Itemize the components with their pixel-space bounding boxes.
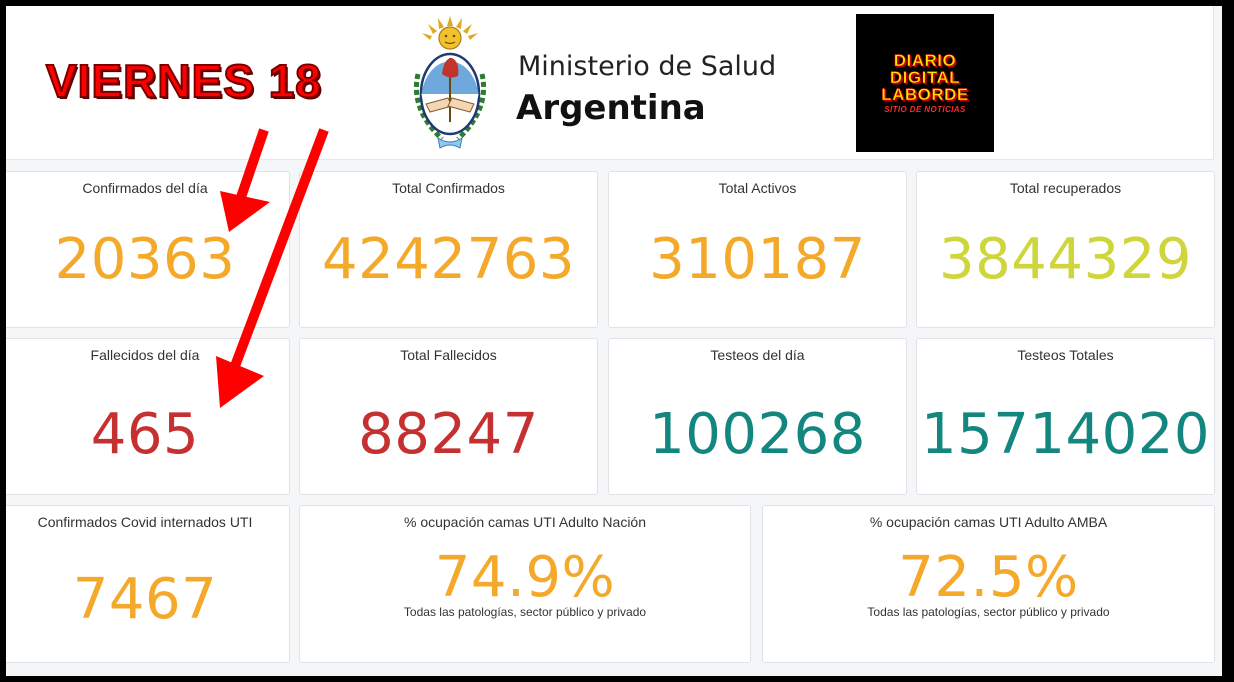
escudo-nacional-icon [413, 16, 487, 149]
card-label: Total Activos [718, 180, 797, 196]
card-value: 74.9% [434, 545, 616, 610]
card-value: 88247 [358, 402, 539, 467]
card-value: 310187 [649, 227, 866, 292]
card-value: 4242763 [322, 227, 575, 292]
card-label: Testeos Totales [1017, 347, 1114, 363]
dashboard-frame: VIERNES 18 [6, 6, 1228, 676]
annotation-viernes-text: VIERNES 18 [45, 54, 322, 108]
card-confirmados-dia: Confirmados del día 20363 [6, 171, 290, 328]
ministry-country: Argentina [516, 88, 706, 128]
card-label: Total recuperados [1009, 180, 1122, 196]
card-value: 15714020 [920, 402, 1211, 467]
card-value: 20363 [54, 227, 236, 292]
card-fallecidos-dia: Fallecidos del día 465 [6, 338, 290, 495]
logo-line-1: DIARIO [893, 51, 957, 70]
card-internados-uti: Confirmados Covid internados UTI 7467 [6, 505, 290, 663]
logo-line-2: DIGITAL [889, 68, 961, 87]
card-label: Fallecidos del día [90, 347, 200, 363]
card-label: % ocupación camas UTI Adulto Nación [403, 514, 646, 530]
card-testeos-dia: Testeos del día 100268 [608, 338, 907, 495]
card-value: 7467 [72, 567, 218, 632]
card-value: 72.5% [898, 545, 1079, 610]
card-label: Total Fallecidos [400, 347, 497, 363]
card-note: Todas las patologías, sector público y p… [867, 605, 1110, 619]
card-label: % ocupación camas UTI Adulto AMBA [869, 514, 1108, 530]
card-value: 100268 [649, 402, 866, 467]
card-total-confirmados: Total Confirmados 4242763 [299, 171, 598, 328]
card-total-recuperados: Total recuperados 3844329 [916, 171, 1215, 328]
card-value: 3844329 [939, 227, 1192, 292]
card-label: Confirmados del día [82, 180, 208, 196]
card-note: Todas las patologías, sector público y p… [403, 605, 647, 619]
card-testeos-totales: Testeos Totales 15714020 [916, 338, 1215, 495]
logo-line-3: LABORDE [881, 85, 969, 104]
logo-tagline: SITIO DE NOTICIAS [884, 105, 966, 114]
card-total-fallecidos: Total Fallecidos 88247 [299, 338, 598, 495]
ministry-title: Ministerio de Salud [518, 51, 777, 82]
card-label: Confirmados Covid internados UTI [37, 514, 253, 530]
card-ocupacion-nacion: % ocupación camas UTI Adulto Nación 74.9… [299, 505, 751, 663]
header-panel: VIERNES 18 [6, 6, 1214, 160]
card-value: 465 [90, 402, 200, 467]
card-total-activos: Total Activos 310187 [608, 171, 907, 328]
right-border [1222, 0, 1234, 682]
card-label: Testeos del día [710, 347, 805, 363]
diario-digital-laborde-logo: DIARIO DIGITAL LABORDE SITIO DE NOTICIAS [856, 14, 994, 152]
card-label: Total Confirmados [392, 180, 505, 196]
card-ocupacion-amba: % ocupación camas UTI Adulto AMBA 72.5% … [762, 505, 1215, 663]
